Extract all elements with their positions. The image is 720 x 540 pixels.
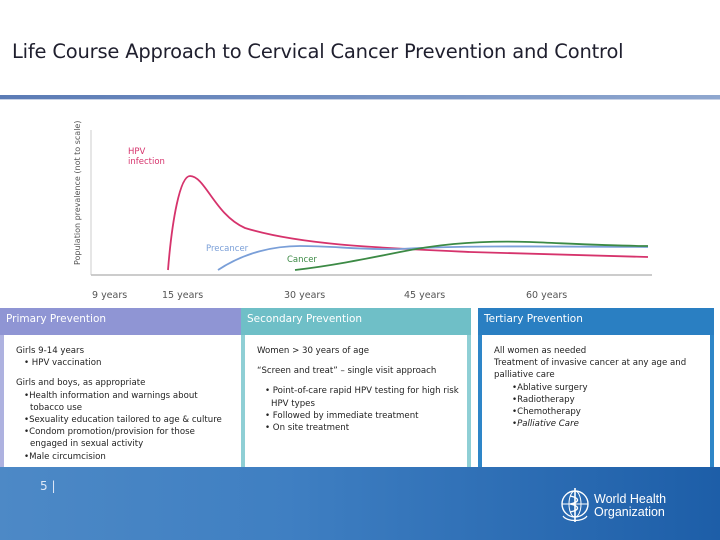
- panel-line: •Sexuality education tailored to age & c…: [24, 415, 222, 426]
- who-emblem-icon: [561, 488, 589, 522]
- secondary-prevention-panel: Secondary Prevention Women > 30 years of…: [241, 308, 471, 476]
- secondary-prevention-heading: Secondary Prevention: [241, 308, 471, 335]
- panel-line: • Followed by immediate treatment: [265, 410, 419, 421]
- secondary-prevention-body: Women > 30 years of age “Screen and treat…: [245, 335, 467, 472]
- series-line-precancer: [217, 245, 649, 271]
- who-wordmark: World Health Organization: [594, 493, 666, 519]
- panel-line: •Palliative Care: [512, 419, 579, 430]
- panel-line: Girls and boys, as appropriate: [16, 378, 146, 389]
- panel-line: • On site treatment: [265, 423, 350, 434]
- x-tick-labels: 9 years 15 years 30 years 45 years 60 years: [92, 290, 567, 301]
- x-tick-label: 60 years: [526, 290, 567, 301]
- panel-line: •Radiotherapy: [512, 394, 575, 405]
- x-tick-label: 30 years: [284, 290, 325, 301]
- tertiary-prevention-panel: Tertiary Prevention All women as needed T…: [478, 308, 714, 476]
- panel-line: Girls 9-14 years: [16, 346, 85, 356]
- tertiary-prevention-heading: Tertiary Prevention: [478, 308, 714, 335]
- panel-line: • HPV vaccination: [24, 358, 102, 369]
- x-tick-label: 15 years: [162, 290, 203, 301]
- panel-line: [257, 377, 459, 385]
- panel-line: •Chemotherapy: [512, 407, 581, 418]
- panel-line: Women > 30 years of age: [257, 346, 370, 356]
- panel-line: • Point-of-care rapid HPV testing for hi…: [265, 386, 459, 409]
- x-tick-label: 9 years: [92, 290, 127, 301]
- panel-line: •Ablative surgery: [512, 382, 588, 393]
- series-label-precancer: Precancer: [206, 244, 249, 254]
- series-label-cancer: Cancer: [287, 255, 317, 265]
- panel-line: [257, 357, 459, 365]
- who-wordmark-line2: Organization: [594, 505, 665, 519]
- tertiary-prevention-body: All women as needed Treatment of invasive…: [482, 335, 710, 472]
- panel-line: All women as needed: [494, 346, 587, 356]
- footer-bar: [0, 467, 720, 540]
- series-line-hpv-infection: [167, 175, 649, 271]
- series-line-cancer: [294, 240, 649, 271]
- y-axis-label: Population prevalence (not to scale): [73, 121, 82, 265]
- primary-prevention-panel: Primary Prevention Girls 9-14 years • HPV…: [0, 308, 246, 476]
- who-wordmark-line1: World Health: [594, 492, 667, 506]
- panel-line: •Condom promotion/provision for those en…: [24, 427, 195, 450]
- title-divider-thin: [0, 99, 720, 100]
- panel-line: •Male circumcision: [24, 451, 106, 462]
- panel-line: “Screen and treat” – single visit approa…: [257, 366, 437, 377]
- page-number: 5 |: [40, 479, 56, 493]
- x-tick-label: 45 years: [404, 290, 445, 301]
- prevalence-chart: Population prevalence (not to scale) HPV…: [73, 121, 652, 301]
- panel-line: Treatment of invasive cancer at any age …: [494, 358, 687, 381]
- panel-line: [16, 369, 234, 377]
- panel-line: •Health information and warnings about t…: [24, 390, 198, 413]
- primary-prevention-body: Girls 9-14 years • HPV vaccination Girls a…: [4, 335, 242, 472]
- series-label-hpv-infection: HPV infection: [128, 147, 165, 167]
- title-divider: [0, 95, 720, 99]
- primary-prevention-heading: Primary Prevention: [0, 308, 246, 335]
- page-title: Life Course Approach to Cervical Cancer …: [12, 40, 624, 63]
